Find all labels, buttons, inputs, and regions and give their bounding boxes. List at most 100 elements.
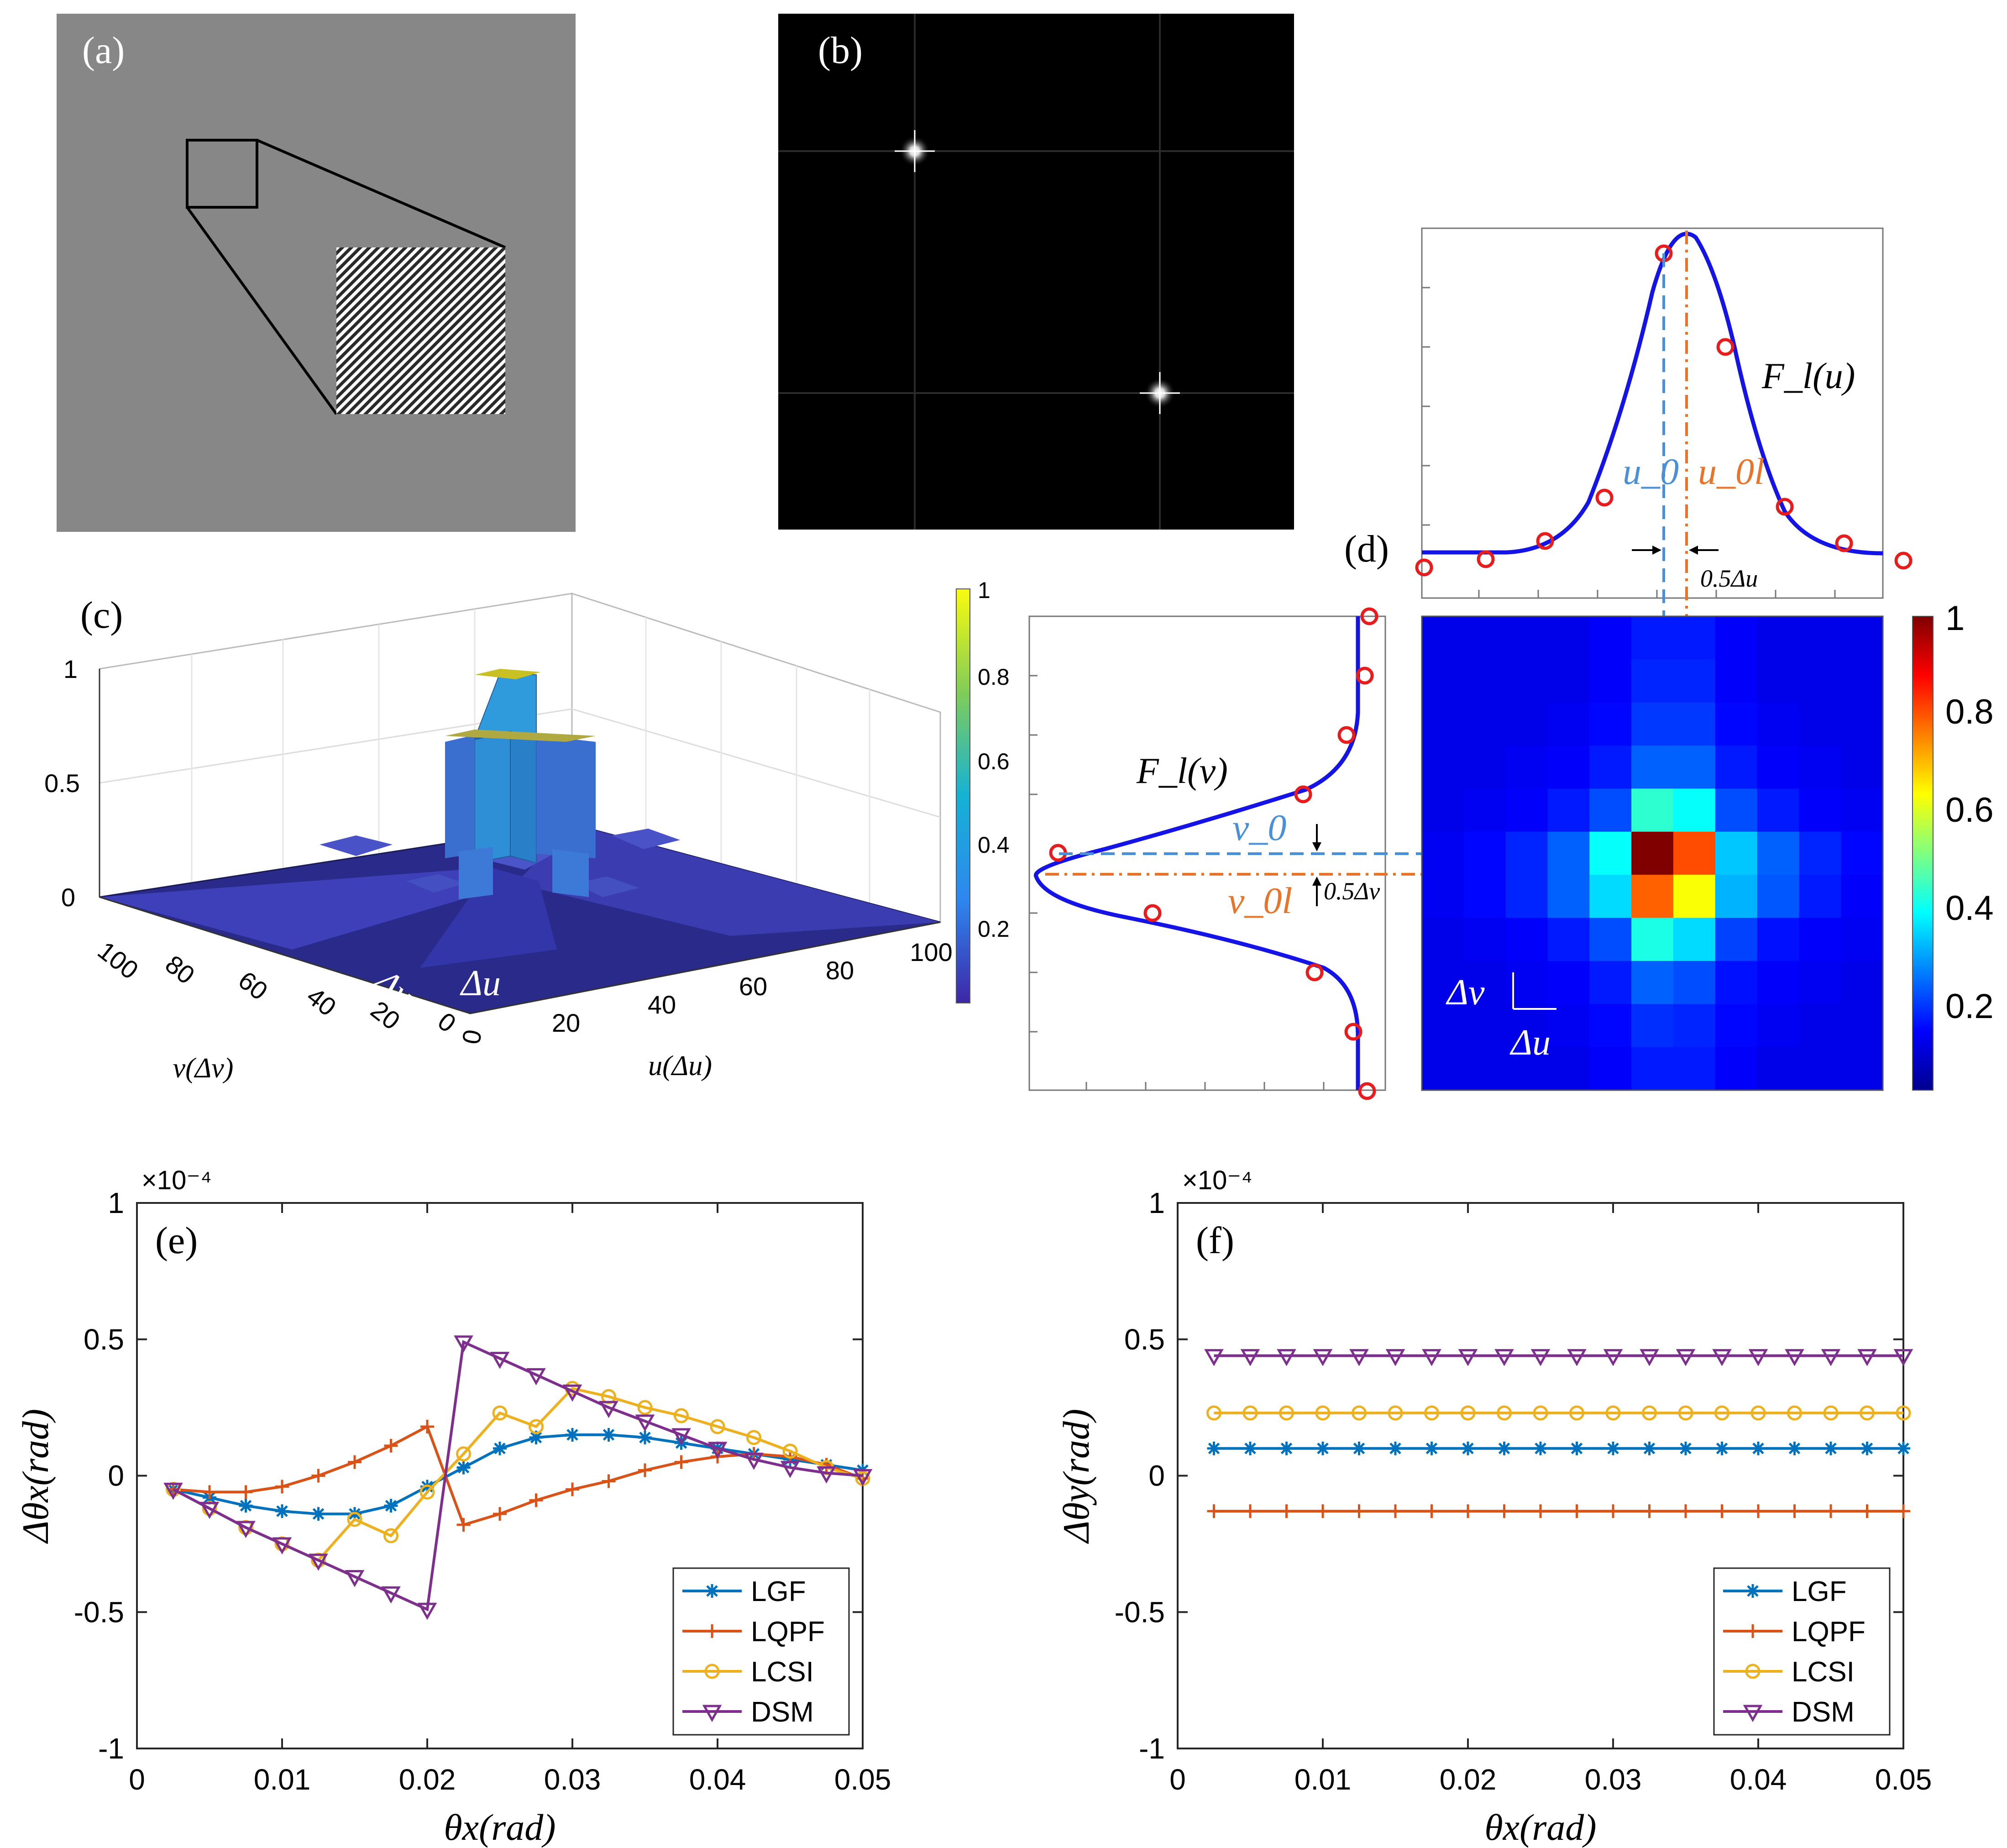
heatmap-cell [1547, 702, 1590, 746]
panel-c-ridge-left [100, 867, 516, 950]
panel-d-fu-curve [1422, 231, 1883, 556]
x-tick-label: 0.02 [1440, 1763, 1497, 1796]
legend-label: LGF [1792, 1576, 1847, 1607]
panel-d-arrowhead [1652, 546, 1661, 555]
marker-triangle [163, 1482, 183, 1500]
marker-circle [1823, 1405, 1839, 1421]
sample-marker [1356, 667, 1374, 685]
heatmap-cell [1715, 746, 1758, 789]
sample-marker [1477, 550, 1495, 568]
marker-triangle [1821, 1349, 1841, 1366]
panel-c-colorbar-tick: 0.8 [978, 664, 1010, 690]
heatmap-cell [1547, 1047, 1590, 1091]
marker-star [603, 1429, 615, 1441]
marker-star [1643, 1442, 1656, 1454]
panel-d-fv-label: F_l(v) [1136, 751, 1228, 791]
heatmap-cell [1505, 875, 1548, 919]
heatmap-cell [1589, 616, 1632, 660]
marker-triangle [1494, 1349, 1514, 1366]
x-tick-label: 0.04 [689, 1763, 746, 1796]
sample-marker [1337, 726, 1356, 744]
panel-d-dv-label: Δv [1446, 972, 1485, 1013]
heatmap-cell [1422, 1047, 1464, 1091]
panel-c-vtick: 100 [93, 936, 144, 985]
panel-c-utick: 80 [826, 956, 854, 985]
panel-c-du-label: Δu [460, 963, 501, 1003]
heatmap-cell [1422, 702, 1464, 746]
heatmap-cell [1631, 961, 1674, 1005]
panel-c-ztick: 0 [61, 883, 75, 912]
panel-a-zoom-line-bottom [186, 206, 338, 415]
panel-c-label: (c) [80, 594, 123, 636]
marker-circle [1896, 1405, 1911, 1421]
panel-c-v-axis [99, 896, 471, 1014]
heatmap-cell [1505, 1004, 1548, 1048]
marker-circle [637, 1400, 653, 1415]
heatmap-cell [1673, 702, 1716, 746]
heatmap-cell [1589, 1047, 1632, 1091]
marker-triangle [417, 1602, 437, 1620]
panel-c-vtick: 80 [160, 950, 200, 990]
marker-star [1208, 1442, 1220, 1454]
heatmap-cell [1799, 831, 1841, 875]
x-tick-label: 0.05 [834, 1763, 891, 1796]
y-tick-label: -0.5 [1115, 1596, 1165, 1628]
heatmap-cell [1422, 616, 1464, 660]
y-axis-label: Δθx(rad) [15, 1409, 56, 1544]
x-tick-label: 0.01 [1294, 1763, 1352, 1796]
heatmap-cell [1463, 831, 1506, 875]
marker-triangle [853, 1469, 873, 1486]
heatmap-cell [1757, 1047, 1800, 1091]
heatmap-cell [1799, 1047, 1841, 1091]
x-tick-label: 0.03 [1585, 1763, 1642, 1796]
marker-triangle [817, 1466, 836, 1484]
sample-marker [1143, 904, 1162, 922]
panel-d-label: (d) [1344, 528, 1389, 570]
marker-star [1244, 1442, 1256, 1454]
marker-triangle [1204, 1349, 1224, 1366]
marker-circle [710, 1419, 725, 1434]
heatmap-cell [1589, 875, 1632, 919]
marker-circle [1388, 1405, 1403, 1421]
marker-triangle [671, 1428, 691, 1445]
marker-circle [1750, 1405, 1766, 1421]
panel-c-ylabel: u(Δu) [648, 1050, 712, 1082]
legend-label: DSM [1792, 1696, 1855, 1728]
panel-c-peak-cap [475, 669, 541, 679]
panel-d-half-dv: 0.5Δv [1324, 877, 1380, 905]
heatmap-cell [1841, 788, 1883, 832]
marker-star [1680, 1442, 1692, 1454]
marker-triangle [1712, 1349, 1732, 1366]
marker-circle [347, 1512, 362, 1527]
heatmap-cell [1463, 961, 1506, 1005]
marker-circle [1533, 1405, 1548, 1421]
heatmap-cell [1799, 788, 1841, 832]
sample-marker [1415, 558, 1433, 577]
heatmap-cell [1422, 659, 1464, 703]
marker-triangle [1385, 1349, 1405, 1366]
heatmap-cell [1505, 831, 1548, 875]
heatmap-cell [1505, 659, 1548, 703]
panel-c-vtick: 40 [302, 982, 342, 1022]
marker-circle [383, 1528, 398, 1544]
marker-triangle [1567, 1349, 1587, 1366]
panel-c-utick: 20 [552, 1008, 580, 1037]
legend-box [672, 1567, 850, 1736]
sample-marker [1360, 607, 1378, 625]
x-tick-label: 0.01 [254, 1763, 311, 1796]
marker-circle [1642, 1405, 1657, 1421]
heatmap-cell [1589, 831, 1632, 875]
heatmap-cell [1757, 875, 1800, 919]
marker-star [1861, 1442, 1873, 1454]
marker-star [1607, 1442, 1619, 1454]
panel-a: (a) [57, 14, 576, 532]
marker-triangle [1857, 1349, 1877, 1366]
panel-a-roi-box [186, 139, 258, 209]
panel-b: (b) [778, 14, 1294, 530]
panel-d: (d) F_l(u) u_0 u_0l 0.5Δu F_l(v) v_0 v_0… [1028, 227, 1994, 1100]
marker-star [494, 1442, 506, 1454]
sample-marker [1294, 785, 1312, 803]
marker-star [1498, 1442, 1510, 1454]
panel-c-ridge-right [516, 824, 940, 936]
panel-d-arrowhead [1312, 842, 1321, 851]
